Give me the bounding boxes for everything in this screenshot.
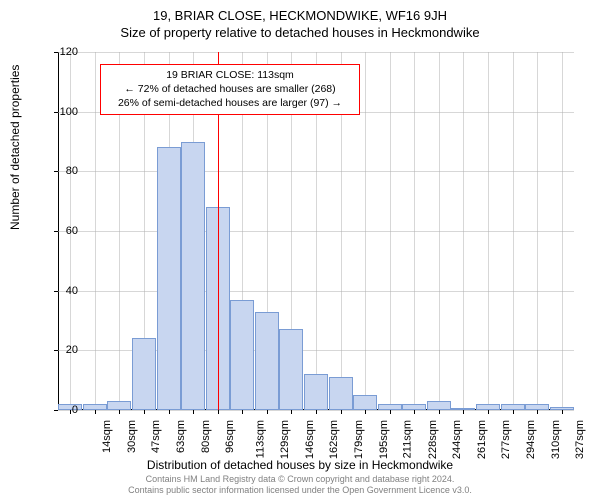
xtick-mark: [242, 410, 243, 414]
x-axis-title: Distribution of detached houses by size …: [0, 458, 600, 472]
ytick-label: 0: [48, 404, 78, 416]
xtick-label: 129sqm: [279, 420, 291, 459]
annotation-line2: ← 72% of detached houses are smaller (26…: [107, 82, 353, 96]
credits: Contains HM Land Registry data © Crown c…: [0, 474, 600, 497]
histogram-bar: [451, 408, 475, 410]
gridline-v: [562, 52, 563, 410]
histogram-bar: [501, 404, 525, 410]
xtick-mark: [463, 410, 464, 414]
gridline-v: [513, 52, 514, 410]
xtick-label: 294sqm: [525, 420, 537, 459]
histogram-bar: [107, 401, 131, 410]
histogram-bar: [402, 404, 426, 410]
histogram-bar: [83, 404, 107, 410]
histogram-bar: [279, 329, 303, 410]
xtick-mark: [193, 410, 194, 414]
ytick-label: 40: [48, 285, 78, 297]
histogram-bar: [378, 404, 402, 410]
ytick-label: 20: [48, 344, 78, 356]
xtick-label: 195sqm: [378, 420, 390, 459]
xtick-label: 310sqm: [550, 420, 562, 459]
xtick-label: 162sqm: [329, 420, 341, 459]
xtick-mark: [488, 410, 489, 414]
xtick-mark: [119, 410, 120, 414]
xtick-mark: [390, 410, 391, 414]
xtick-mark: [291, 410, 292, 414]
xtick-mark: [365, 410, 366, 414]
histogram-bar: [304, 374, 328, 410]
histogram-bar: [157, 147, 181, 410]
chart-title-sub: Size of property relative to detached ho…: [0, 23, 600, 40]
annotation-line3: 26% of semi-detached houses are larger (…: [107, 96, 353, 110]
xtick-mark: [95, 410, 96, 414]
gridline-v: [390, 52, 391, 410]
xtick-label: 30sqm: [126, 420, 138, 453]
xtick-label: 96sqm: [224, 420, 236, 453]
histogram-bar: [353, 395, 377, 410]
xtick-label: 277sqm: [501, 420, 513, 459]
gridline-v: [365, 52, 366, 410]
xtick-label: 146sqm: [304, 420, 316, 459]
histogram-bar: [427, 401, 451, 410]
ytick-label: 100: [48, 106, 78, 118]
xtick-mark: [513, 410, 514, 414]
gridline-v: [414, 52, 415, 410]
histogram-bar: [181, 142, 205, 411]
xtick-mark: [341, 410, 342, 414]
xtick-label: 327sqm: [574, 420, 586, 459]
xtick-mark: [414, 410, 415, 414]
xtick-label: 14sqm: [101, 420, 113, 453]
annotation-box: 19 BRIAR CLOSE: 113sqm← 72% of detached …: [100, 64, 360, 115]
xtick-mark: [562, 410, 563, 414]
xtick-label: 179sqm: [353, 420, 365, 459]
xtick-label: 80sqm: [200, 420, 212, 453]
gridline-v: [537, 52, 538, 410]
xtick-mark: [169, 410, 170, 414]
xtick-label: 244sqm: [451, 420, 463, 459]
histogram-bar: [255, 312, 279, 410]
annotation-line1: 19 BRIAR CLOSE: 113sqm: [107, 68, 353, 82]
xtick-mark: [537, 410, 538, 414]
histogram-bar: [550, 407, 574, 410]
xtick-label: 228sqm: [427, 420, 439, 459]
ytick-label: 60: [48, 225, 78, 237]
xtick-mark: [316, 410, 317, 414]
y-axis-title: Number of detached properties: [8, 65, 22, 230]
gridline-v: [95, 52, 96, 410]
chart-title-main: 19, BRIAR CLOSE, HECKMONDWIKE, WF16 9JH: [0, 0, 600, 23]
xtick-mark: [218, 410, 219, 414]
credits-line2: Contains public sector information licen…: [0, 485, 600, 497]
xtick-label: 47sqm: [150, 420, 162, 453]
gridline-v: [439, 52, 440, 410]
xtick-label: 63sqm: [175, 420, 187, 453]
histogram-bar: [132, 338, 156, 410]
histogram-bar: [525, 404, 549, 410]
xtick-label: 211sqm: [401, 420, 413, 458]
gridline-v: [488, 52, 489, 410]
credits-line1: Contains HM Land Registry data © Crown c…: [0, 474, 600, 486]
ytick-label: 80: [48, 165, 78, 177]
xtick-mark: [439, 410, 440, 414]
xtick-label: 113sqm: [254, 420, 266, 458]
histogram-bar: [230, 300, 254, 410]
plot-area: 19 BRIAR CLOSE: 113sqm← 72% of detached …: [58, 52, 574, 410]
xtick-mark: [267, 410, 268, 414]
histogram-bar: [329, 377, 353, 410]
gridline-v: [463, 52, 464, 410]
xtick-mark: [144, 410, 145, 414]
histogram-bar: [476, 404, 500, 410]
xtick-label: 261sqm: [476, 420, 488, 459]
ytick-label: 120: [48, 46, 78, 58]
